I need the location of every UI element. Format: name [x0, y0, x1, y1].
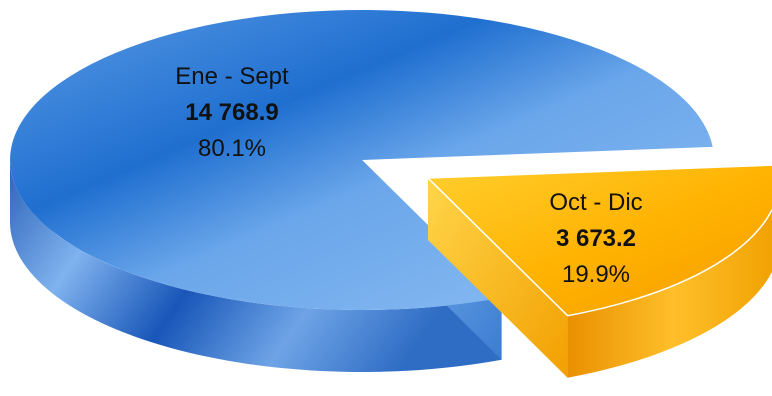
slice-ene-sept	[10, 9, 713, 310]
slice-label: Ene - Sept	[175, 63, 289, 90]
slice-oct-dic	[426, 164, 772, 317]
slice-wall-oct-dic	[428, 178, 568, 378]
slice-value: 3 673.2	[556, 225, 636, 252]
slice-side-ene-sept	[10, 160, 502, 372]
slice-value: 14 768.9	[185, 99, 278, 126]
slice-percent: 80.1%	[198, 135, 266, 162]
slice-side-oct-dic	[567, 209, 772, 378]
slice-percent: 19.9%	[562, 261, 630, 288]
slice-label: Oct - Dic	[549, 189, 642, 216]
pie-labels: Ene - Sept 14 768.9 80.1% Oct - Dic 3 673.2 1…	[175, 63, 642, 288]
pie-slices	[10, 9, 772, 378]
